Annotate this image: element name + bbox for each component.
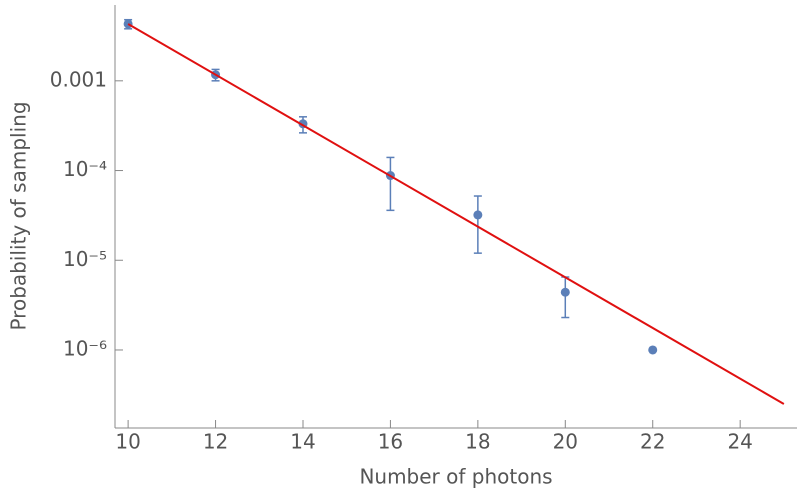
x-tick-label: 16 [378,430,403,454]
y-tick-label: 0.001 [50,67,107,91]
y-tick-label: 10⁻⁶ [63,336,107,360]
point [560,287,570,297]
y-axis-label: Probability of sampling [7,101,31,330]
point [473,210,483,220]
x-tick-label: 24 [727,430,752,454]
point [648,345,658,355]
x-tick-label: 12 [203,430,228,454]
error-bar [386,156,395,212]
x-tick-label: 20 [553,430,578,454]
x-tick-label: 10 [115,430,140,454]
x-tick-label: 14 [290,430,315,454]
y-tick-label: 10⁻⁵ [63,247,107,271]
error-bar [473,195,482,254]
y-tick-label: 10⁻⁴ [63,157,107,181]
x-tick-label: 18 [465,430,490,454]
fit-line [127,23,785,405]
x-axis-label: Number of photons [359,465,552,489]
x-tick-label: 22 [640,430,665,454]
error-bar [561,276,570,319]
